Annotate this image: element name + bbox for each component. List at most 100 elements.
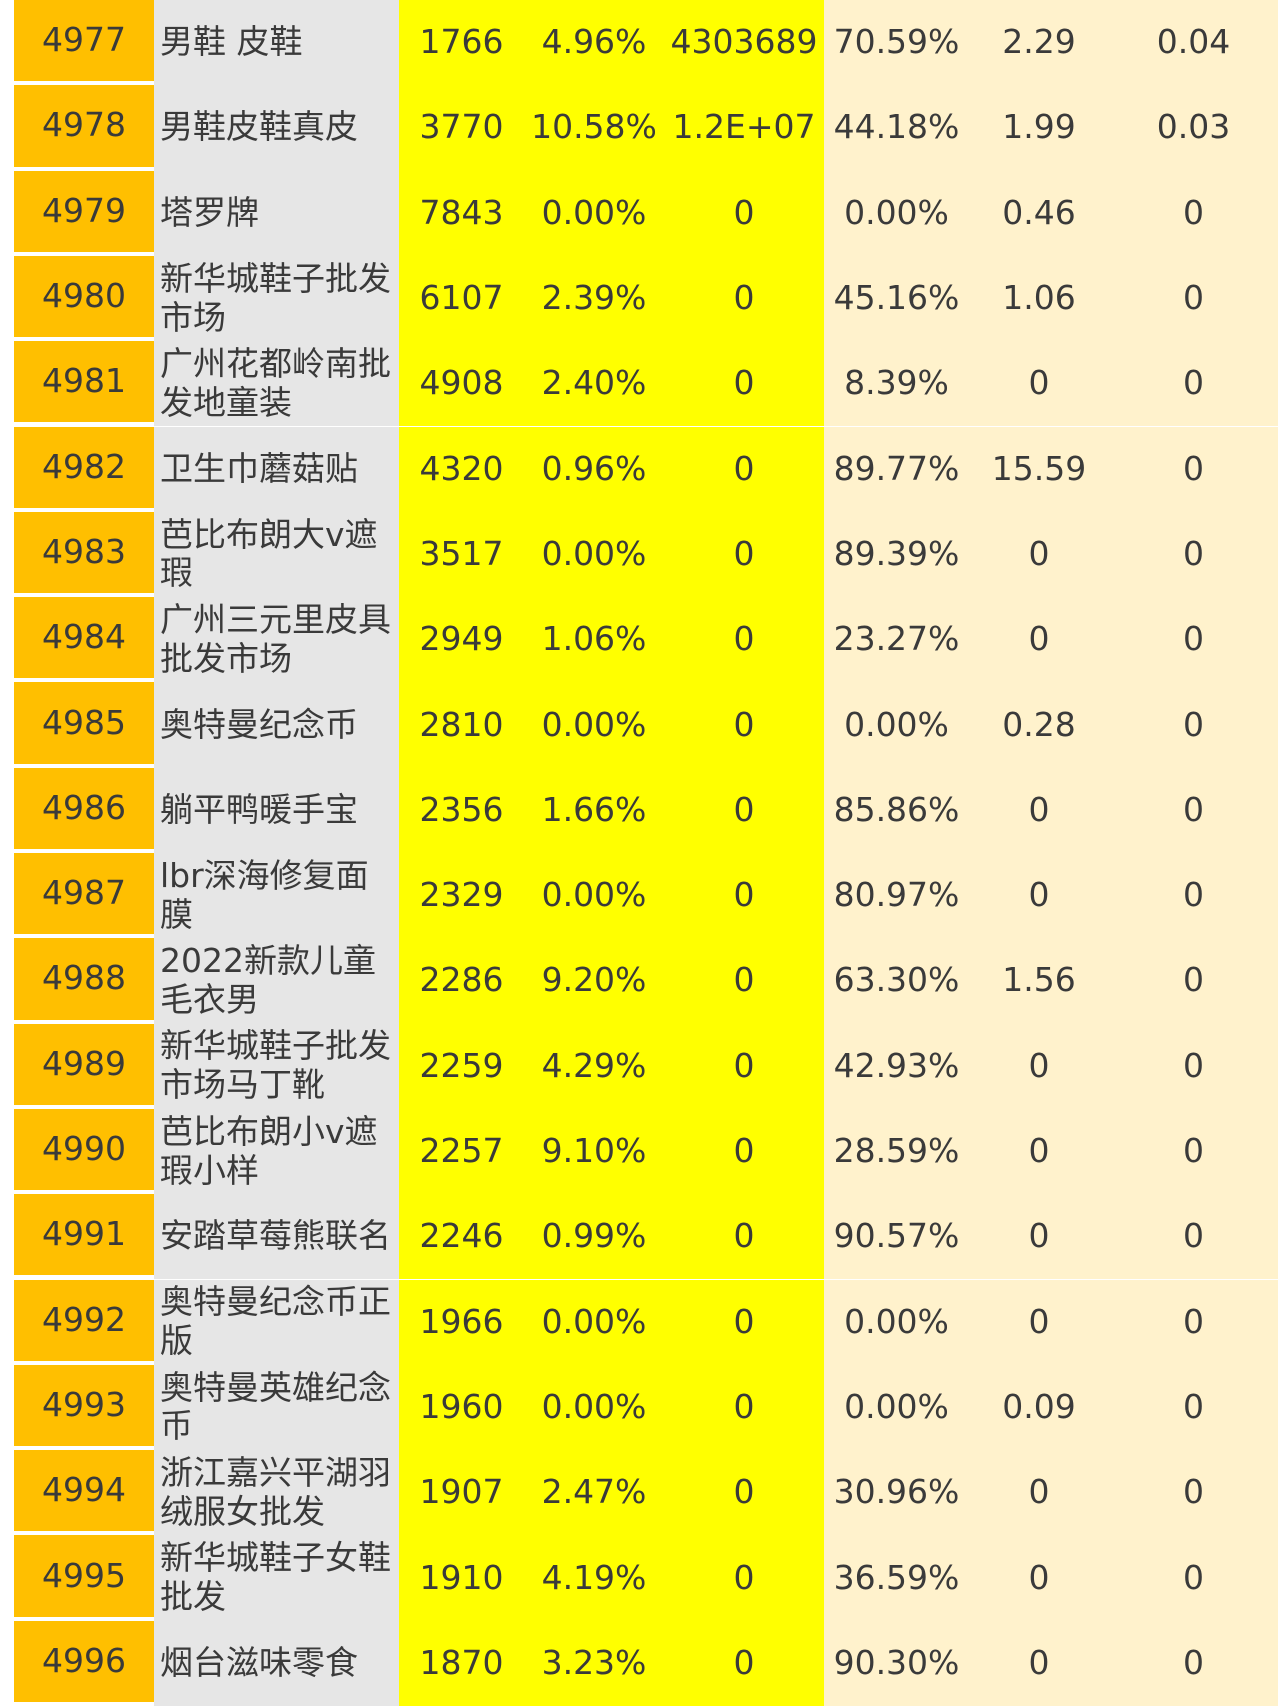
value-cell-6[interactable]: 0: [1109, 255, 1278, 342]
table-row[interactable]: 4992 奥特曼纪念币正版 1966 0.00% 0 0.00% 0 0: [14, 1279, 1278, 1365]
value-cell-2[interactable]: 4.29%: [524, 1023, 664, 1109]
value-cell-6[interactable]: 0: [1109, 170, 1278, 256]
value-cell-1[interactable]: 2949: [399, 597, 524, 683]
value-cell-2[interactable]: 1.66%: [524, 767, 664, 853]
value-cell-1[interactable]: 2286: [399, 938, 524, 1024]
value-cell-2[interactable]: 0.00%: [524, 511, 664, 598]
value-cell-1[interactable]: 2246: [399, 1194, 524, 1280]
row-id-cell[interactable]: 4989: [14, 1023, 154, 1109]
value-cell-5[interactable]: 0: [969, 1023, 1109, 1109]
value-cell-2[interactable]: 2.47%: [524, 1450, 664, 1536]
value-cell-2[interactable]: 0.00%: [524, 170, 664, 256]
value-cell-3[interactable]: 0: [664, 426, 824, 512]
value-cell-6[interactable]: 0: [1109, 682, 1278, 768]
table-row[interactable]: 4980 新华城鞋子批发市场 6107 2.39% 0 45.16% 1.06 …: [14, 255, 1278, 342]
value-cell-5[interactable]: 0: [969, 1194, 1109, 1280]
value-cell-2[interactable]: 0.00%: [524, 1364, 664, 1451]
value-cell-5[interactable]: 0: [969, 597, 1109, 683]
table-row[interactable]: 4979 塔罗牌 7843 0.00% 0 0.00% 0.46 0: [14, 170, 1278, 256]
value-cell-2[interactable]: 0.96%: [524, 426, 664, 512]
value-cell-4[interactable]: 90.30%: [824, 1620, 969, 1706]
value-cell-2[interactable]: 0.00%: [524, 682, 664, 768]
value-cell-3[interactable]: 0: [664, 170, 824, 256]
row-id-cell[interactable]: 4977: [14, 0, 154, 86]
value-cell-2[interactable]: 10.58%: [524, 85, 664, 171]
value-cell-6[interactable]: 0: [1109, 1279, 1278, 1365]
value-cell-1[interactable]: 1766: [399, 0, 524, 86]
row-id-cell[interactable]: 4994: [14, 1450, 154, 1536]
table-row[interactable]: 4986 躺平鸭暖手宝 2356 1.66% 0 85.86% 0 0: [14, 767, 1278, 853]
value-cell-6[interactable]: 0: [1109, 511, 1278, 598]
value-cell-6[interactable]: 0: [1109, 1450, 1278, 1536]
keyword-cell[interactable]: 男鞋皮鞋真皮: [154, 85, 399, 171]
value-cell-4[interactable]: 85.86%: [824, 767, 969, 853]
value-cell-3[interactable]: 0: [664, 767, 824, 853]
value-cell-5[interactable]: 0: [969, 853, 1109, 939]
value-cell-2[interactable]: 4.96%: [524, 0, 664, 86]
value-cell-2[interactable]: 3.23%: [524, 1620, 664, 1706]
table-row[interactable]: 4985 奥特曼纪念币 2810 0.00% 0 0.00% 0.28 0: [14, 682, 1278, 768]
keyword-cell[interactable]: 男鞋 皮鞋: [154, 0, 399, 86]
value-cell-2[interactable]: 2.40%: [524, 341, 664, 427]
keyword-cell[interactable]: 广州三元里皮具批发市场: [154, 597, 399, 683]
row-id-cell[interactable]: 4993: [14, 1364, 154, 1451]
row-id-cell[interactable]: 4988: [14, 938, 154, 1024]
value-cell-5[interactable]: 0: [969, 1535, 1109, 1621]
value-cell-4[interactable]: 90.57%: [824, 1194, 969, 1280]
keyword-cell[interactable]: 新华城鞋子批发市场马丁靴: [154, 1023, 399, 1109]
value-cell-3[interactable]: 0: [664, 1535, 824, 1621]
value-cell-5[interactable]: 0: [969, 511, 1109, 598]
value-cell-1[interactable]: 7843: [399, 170, 524, 256]
table-row[interactable]: 4996 烟台滋味零食 1870 3.23% 0 90.30% 0 0: [14, 1620, 1278, 1706]
value-cell-1[interactable]: 2257: [399, 1108, 524, 1195]
value-cell-2[interactable]: 9.20%: [524, 938, 664, 1024]
keyword-cell[interactable]: 芭比布朗大v遮瑕: [154, 511, 399, 598]
value-cell-5[interactable]: 0: [969, 341, 1109, 427]
value-cell-5[interactable]: 0: [969, 1108, 1109, 1195]
value-cell-5[interactable]: 0: [969, 767, 1109, 853]
value-cell-5[interactable]: 0.46: [969, 170, 1109, 256]
value-cell-3[interactable]: 0: [664, 1194, 824, 1280]
keyword-cell[interactable]: 躺平鸭暖手宝: [154, 767, 399, 853]
keyword-cell[interactable]: 安踏草莓熊联名: [154, 1194, 399, 1280]
keyword-cell[interactable]: 新华城鞋子批发市场: [154, 255, 399, 342]
value-cell-6[interactable]: 0: [1109, 341, 1278, 427]
value-cell-5[interactable]: 0: [969, 1620, 1109, 1706]
value-cell-1[interactable]: 2356: [399, 767, 524, 853]
value-cell-6[interactable]: 0: [1109, 1364, 1278, 1451]
value-cell-3[interactable]: 0: [664, 255, 824, 342]
value-cell-4[interactable]: 89.77%: [824, 426, 969, 512]
value-cell-2[interactable]: 1.06%: [524, 597, 664, 683]
table-row[interactable]: 4984 广州三元里皮具批发市场 2949 1.06% 0 23.27% 0 0: [14, 597, 1278, 683]
row-id-cell[interactable]: 4985: [14, 682, 154, 768]
value-cell-6[interactable]: 0: [1109, 767, 1278, 853]
row-id-cell[interactable]: 4991: [14, 1194, 154, 1280]
value-cell-3[interactable]: 4303689: [664, 0, 824, 86]
keyword-cell[interactable]: 卫生巾蘑菇贴: [154, 426, 399, 512]
value-cell-1[interactable]: 1966: [399, 1279, 524, 1365]
value-cell-6[interactable]: 0: [1109, 597, 1278, 683]
table-row[interactable]: 4989 新华城鞋子批发市场马丁靴 2259 4.29% 0 42.93% 0 …: [14, 1023, 1278, 1109]
row-id-cell[interactable]: 4981: [14, 341, 154, 427]
value-cell-4[interactable]: 44.18%: [824, 85, 969, 171]
keyword-cell[interactable]: lbr深海修复面膜: [154, 853, 399, 939]
value-cell-6[interactable]: 0: [1109, 1023, 1278, 1109]
value-cell-6[interactable]: 0: [1109, 1620, 1278, 1706]
value-cell-3[interactable]: 0: [664, 938, 824, 1024]
value-cell-1[interactable]: 2810: [399, 682, 524, 768]
table-row[interactable]: 4987 lbr深海修复面膜 2329 0.00% 0 80.97% 0 0: [14, 853, 1278, 939]
value-cell-2[interactable]: 0.00%: [524, 1279, 664, 1365]
value-cell-6[interactable]: 0: [1109, 426, 1278, 512]
value-cell-1[interactable]: 1910: [399, 1535, 524, 1621]
value-cell-2[interactable]: 4.19%: [524, 1535, 664, 1621]
value-cell-1[interactable]: 3770: [399, 85, 524, 171]
row-id-cell[interactable]: 4992: [14, 1279, 154, 1365]
value-cell-3[interactable]: 0: [664, 1450, 824, 1536]
table-row[interactable]: 4993 奥特曼英雄纪念币 1960 0.00% 0 0.00% 0.09 0: [14, 1364, 1278, 1451]
value-cell-5[interactable]: 2.29: [969, 0, 1109, 86]
value-cell-4[interactable]: 70.59%: [824, 0, 969, 86]
value-cell-3[interactable]: 0: [664, 1620, 824, 1706]
row-id-cell[interactable]: 4982: [14, 426, 154, 512]
table-row[interactable]: 4977 男鞋 皮鞋 1766 4.96% 4303689 70.59% 2.2…: [14, 0, 1278, 86]
value-cell-4[interactable]: 45.16%: [824, 255, 969, 342]
